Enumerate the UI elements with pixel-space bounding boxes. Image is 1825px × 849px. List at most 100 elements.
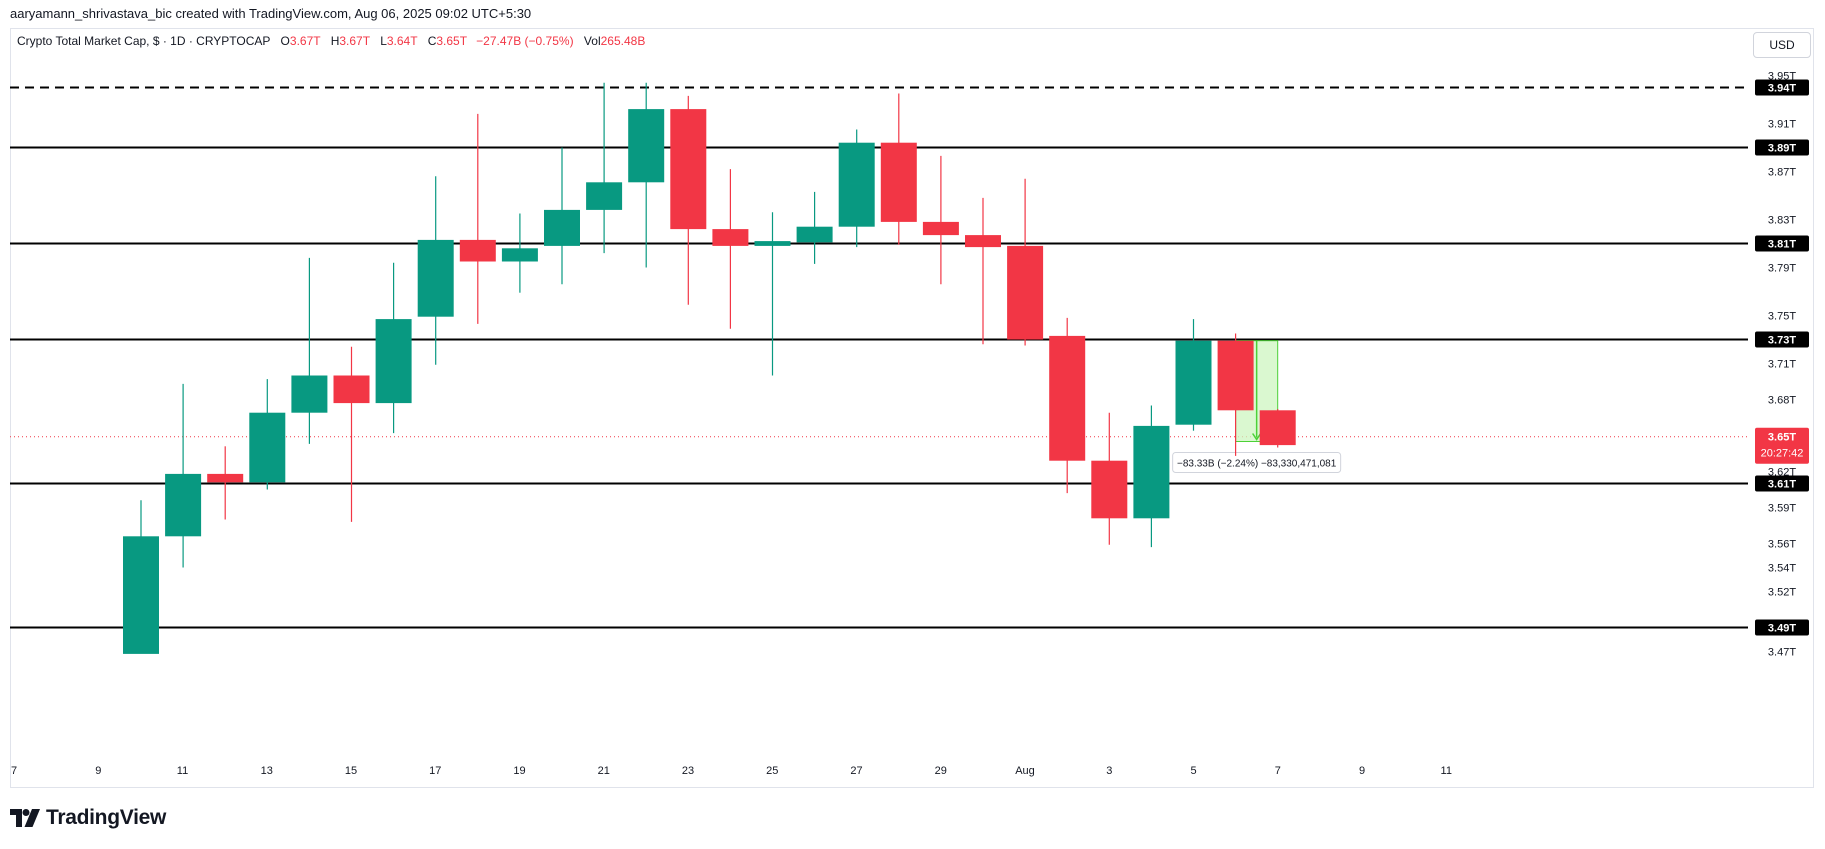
price-badge-box xyxy=(1755,619,1809,636)
price-badge: 3.49T xyxy=(1755,619,1809,636)
price-badge-label: 3.61T xyxy=(1768,479,1796,491)
candle xyxy=(1133,405,1170,548)
y-tick-label: 3.56T xyxy=(1768,539,1796,551)
x-tick-label: 5 xyxy=(1190,765,1196,777)
candle xyxy=(291,257,328,444)
change-value: −27.47B (−0.75%) xyxy=(476,34,574,48)
current-price-badge-box xyxy=(1755,427,1809,464)
y-tick-label: 3.83T xyxy=(1768,215,1796,227)
current-price-badge: 3.65T 20:27:42 xyxy=(1755,427,1809,464)
candle xyxy=(459,113,496,324)
price-badge: 3.94T xyxy=(1755,79,1809,96)
volume-label: Vol xyxy=(583,34,601,48)
x-tick-label: 9 xyxy=(95,765,101,777)
symbol-name[interactable]: Crypto Total Market Cap, $ · 1D · CRYPTO… xyxy=(17,34,271,48)
candle-body xyxy=(544,209,580,246)
tradingview-logo-text: TradingView xyxy=(46,806,167,829)
candle-body xyxy=(754,241,791,246)
candle xyxy=(880,93,917,245)
price-badge: 3.73T xyxy=(1755,331,1809,348)
close-label: C xyxy=(427,34,437,48)
candle xyxy=(712,169,749,329)
candle xyxy=(123,500,159,654)
x-tick-label: 17 xyxy=(429,765,441,777)
price-badge-label: 3.73T xyxy=(1768,335,1796,347)
x-tick-label: 11 xyxy=(1441,765,1452,777)
high-label: H xyxy=(330,34,340,48)
tradingview-logo[interactable]: TradingView xyxy=(10,806,166,830)
price-badge-box xyxy=(1755,79,1809,96)
candle xyxy=(754,212,791,376)
x-tick-label: 3 xyxy=(1106,765,1112,777)
candle xyxy=(670,95,707,305)
candle xyxy=(207,446,244,520)
low-label: L xyxy=(380,34,387,48)
x-tick-label: 29 xyxy=(935,765,947,777)
candle xyxy=(1175,319,1212,431)
measure-label-box xyxy=(1172,452,1342,473)
candle xyxy=(333,346,370,522)
price-badge: 3.89T xyxy=(1755,139,1809,156)
currency-button[interactable]: USD xyxy=(1753,32,1811,58)
candle xyxy=(249,379,286,490)
y-tick-label: 3.75T xyxy=(1768,311,1796,323)
candle xyxy=(1007,178,1044,346)
candles-layer xyxy=(123,82,1296,654)
candle-body xyxy=(1259,410,1296,446)
candle-body xyxy=(333,375,370,404)
price-badge: 3.61T xyxy=(1755,475,1809,492)
candle-body xyxy=(1049,335,1086,461)
x-tick-label: Aug xyxy=(1015,765,1035,777)
candle xyxy=(838,129,875,248)
candle xyxy=(1049,317,1086,494)
candle xyxy=(586,82,623,254)
countdown-label: 20:27:42 xyxy=(1761,448,1804,460)
candle xyxy=(965,197,1001,345)
y-tick-label: 3.71T xyxy=(1768,359,1796,371)
candle-body xyxy=(207,473,244,483)
candle-body xyxy=(1133,425,1170,519)
candle xyxy=(628,82,665,268)
y-tick-label: 3.59T xyxy=(1768,503,1796,515)
candle-body xyxy=(459,239,496,262)
candle-body xyxy=(249,412,286,483)
candle-body xyxy=(922,221,959,236)
candle xyxy=(1259,409,1296,448)
candle-body xyxy=(375,319,412,404)
x-tick-label: 21 xyxy=(598,765,610,777)
y-tick-label: 3.91T xyxy=(1768,119,1796,131)
candle-body xyxy=(586,182,623,210)
measure-label: −83.33B (−2.24%) −83,330,471,081 xyxy=(1177,459,1337,470)
price-badge-box xyxy=(1755,139,1809,156)
chart-panel[interactable] xyxy=(10,28,1814,788)
candle xyxy=(922,155,959,285)
candle xyxy=(375,262,412,434)
candle xyxy=(796,191,833,264)
y-tick-label: 3.87T xyxy=(1768,167,1796,179)
low-value: 3.64T xyxy=(386,34,418,48)
price-badge-box xyxy=(1755,331,1809,348)
open-label: O xyxy=(280,34,290,48)
x-tick-label: 7 xyxy=(1275,765,1281,777)
open-value: 3.67T xyxy=(289,34,321,48)
y-tick-label: 3.79T xyxy=(1768,263,1796,275)
y-tick-label: 3.52T xyxy=(1768,587,1796,599)
y-tick-label: 3.54T xyxy=(1768,563,1796,575)
price-badge-label: 3.81T xyxy=(1768,239,1796,251)
candle-body xyxy=(1175,340,1212,425)
current-price-label: 3.65T xyxy=(1768,432,1796,444)
candle-body xyxy=(123,536,159,654)
candle xyxy=(501,213,538,293)
candle-body xyxy=(1007,245,1044,340)
candle-body xyxy=(838,142,875,227)
horizontal-lines-layer xyxy=(10,86,1748,629)
candle xyxy=(417,176,454,365)
candle-body xyxy=(880,142,917,222)
high-value: 3.67T xyxy=(339,34,370,48)
x-tick-label: 9 xyxy=(1359,765,1365,777)
x-tick-label: 25 xyxy=(766,765,778,777)
y-tick-label: 3.47T xyxy=(1768,647,1796,659)
x-tick-label: 27 xyxy=(850,765,862,777)
x-tick-label: 19 xyxy=(513,765,525,777)
